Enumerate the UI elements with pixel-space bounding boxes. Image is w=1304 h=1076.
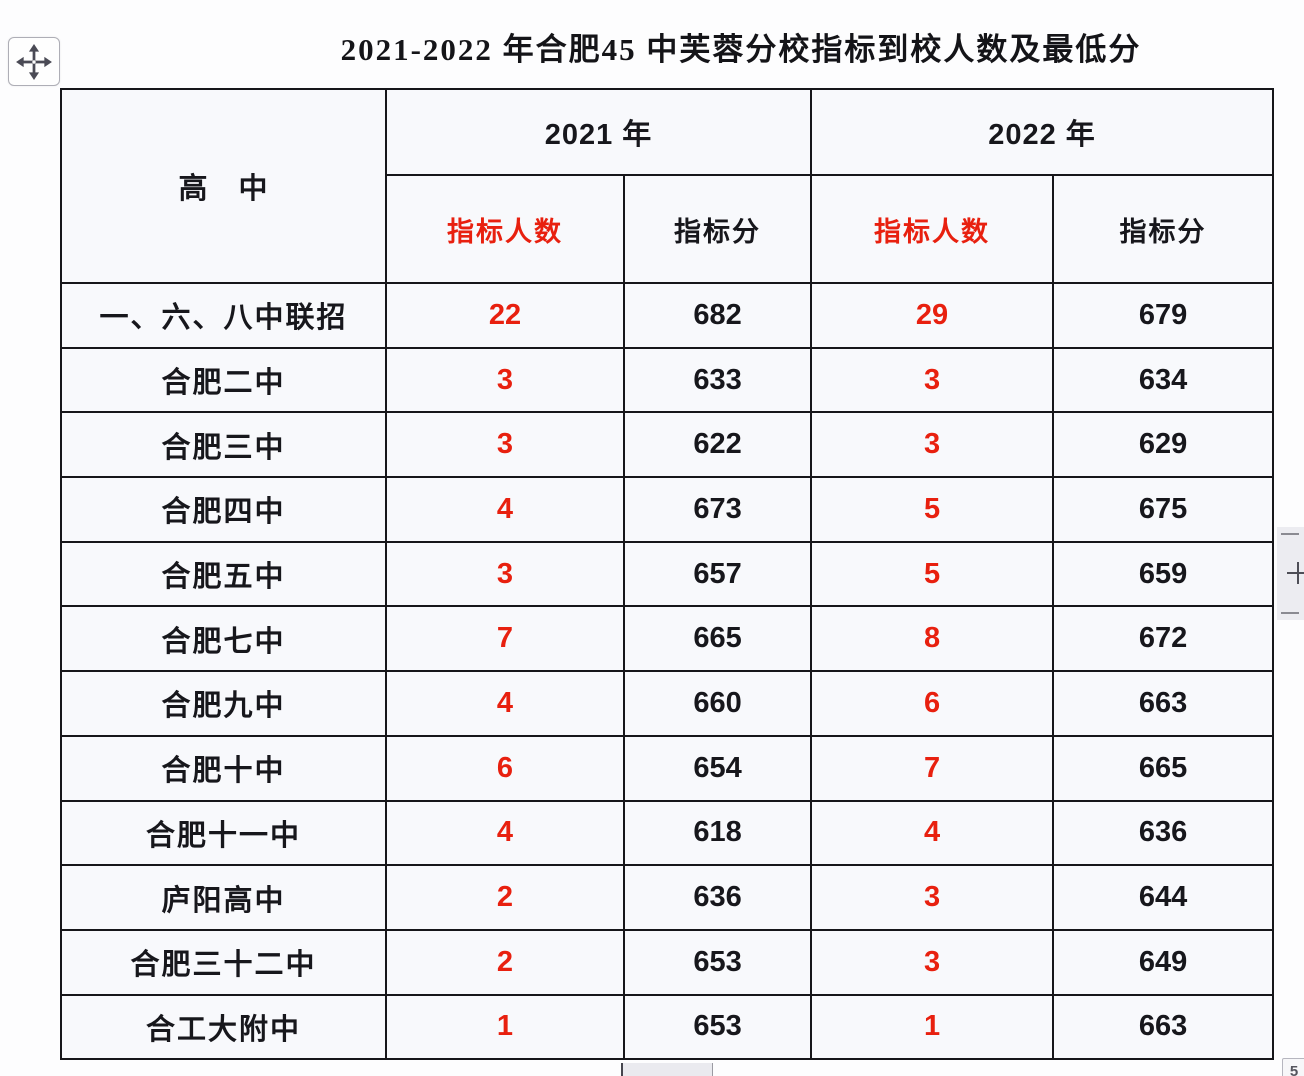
score-2022-cell: 634 (1052, 346, 1275, 414)
count-2021-cell: 4 (385, 476, 625, 543)
table-body: 一、六、八中联招 22 682 29 679 合肥二中 3 633 3 634 合肥三中 3 622 3 6… (60, 282, 1275, 1061)
table-row: 合肥三中 3 622 3 629 (60, 411, 1275, 479)
table-row: 合肥五中 3 657 5 659 (60, 540, 1275, 608)
school-cell: 合肥五中 (60, 540, 387, 608)
count-2021-cell: 3 (385, 411, 625, 479)
count-2021-cell: 6 (385, 734, 625, 802)
count-2022-cell: 1 (810, 993, 1055, 1061)
count-2022-cell: 8 (810, 605, 1055, 673)
school-cell: 合肥二中 (60, 346, 387, 414)
score-2021-cell: 622 (622, 411, 813, 479)
score-2022-cell: 636 (1052, 799, 1275, 867)
count-2021-cell: 2 (385, 864, 625, 931)
header-year-2022: 2022 年 (810, 88, 1275, 176)
page-title: 2021-2022 年合肥45 中芙蓉分校指标到校人数及最低分 (340, 32, 1142, 67)
score-2022-cell: 629 (1052, 411, 1275, 479)
score-2021-cell: 665 (622, 605, 813, 673)
count-2021-cell: 4 (385, 670, 625, 737)
count-2022-cell: 29 (810, 282, 1055, 349)
scrollbar-top-line (1281, 533, 1299, 535)
score-2022-cell: 665 (1052, 734, 1275, 802)
corner-glyph: 5 (1289, 1063, 1299, 1076)
table-row: 合肥七中 7 665 8 672 (60, 605, 1275, 673)
count-2021-cell: 7 (385, 605, 625, 673)
school-cell: 合肥三十二中 (60, 928, 387, 996)
score-2021-cell: 636 (622, 864, 813, 931)
count-2021-cell: 3 (385, 346, 625, 414)
score-2021-cell: 633 (622, 346, 813, 414)
score-2022-cell: 675 (1052, 476, 1275, 543)
count-2022-cell: 3 (810, 346, 1055, 414)
header-score-2022: 指标分 (1052, 174, 1275, 284)
count-2021-cell: 3 (385, 540, 625, 608)
count-2021-cell: 1 (385, 993, 625, 1061)
count-2022-cell: 6 (810, 670, 1055, 737)
score-2022-cell: 644 (1052, 864, 1275, 931)
count-2022-cell: 3 (810, 411, 1055, 479)
score-2021-cell: 657 (622, 540, 813, 608)
count-2022-cell: 3 (810, 864, 1055, 931)
count-2021-cell: 22 (385, 282, 625, 349)
score-table: 高 中 2021 年 2022 年 指标人数 指标分 指标人数 指标分 一、六、… (60, 88, 1275, 1061)
school-cell: 合肥十一中 (60, 799, 387, 867)
count-2021-cell: 2 (385, 928, 625, 996)
school-cell: 合肥九中 (60, 670, 387, 737)
score-2021-cell: 653 (622, 928, 813, 996)
table-row: 一、六、八中联招 22 682 29 679 (60, 282, 1275, 349)
school-cell: 合肥三中 (60, 411, 387, 479)
score-2022-cell: 649 (1052, 928, 1275, 996)
table-row: 合工大附中 1 653 1 663 (60, 993, 1275, 1061)
table-row: 合肥十一中 4 618 4 636 (60, 799, 1275, 867)
header-score-2021: 指标分 (622, 174, 813, 284)
score-2022-cell: 679 (1052, 282, 1275, 349)
table-row: 合肥九中 4 660 6 663 (60, 670, 1275, 737)
header-count-2021: 指标人数 (385, 174, 625, 284)
count-2022-cell: 5 (810, 476, 1055, 543)
table-row: 合肥二中 3 633 3 634 (60, 346, 1275, 414)
score-2022-cell: 663 (1052, 993, 1275, 1061)
table-row: 合肥四中 4 673 5 675 (60, 476, 1275, 543)
score-2021-cell: 682 (622, 282, 813, 349)
table-row: 庐阳高中 2 636 3 644 (60, 864, 1275, 931)
school-cell: 一、六、八中联招 (60, 282, 387, 349)
count-2021-cell: 4 (385, 799, 625, 867)
count-2022-cell: 5 (810, 540, 1055, 608)
score-2022-cell: 659 (1052, 540, 1275, 608)
score-2021-cell: 654 (622, 734, 813, 802)
score-2021-cell: 673 (622, 476, 813, 543)
count-2022-cell: 3 (810, 928, 1055, 996)
school-cell: 合肥七中 (60, 605, 387, 673)
school-cell: 庐阳高中 (60, 864, 387, 931)
score-2021-cell: 618 (622, 799, 813, 867)
move-cross-arrows-icon (16, 43, 52, 80)
header-count-2022: 指标人数 (810, 174, 1055, 284)
score-2021-cell: 660 (622, 670, 813, 737)
table-row: 合肥十中 6 654 7 665 (60, 734, 1275, 802)
table-move-handle[interactable] (8, 37, 60, 86)
year-header-row: 高 中 2021 年 2022 年 (60, 88, 1275, 284)
score-2022-cell: 663 (1052, 670, 1275, 737)
score-2022-cell: 672 (1052, 605, 1275, 673)
header-school: 高 中 (60, 88, 387, 284)
score-2021-cell: 653 (622, 993, 813, 1061)
next-row-sliver (621, 1063, 713, 1076)
school-cell: 合工大附中 (60, 993, 387, 1061)
count-2022-cell: 4 (810, 799, 1055, 867)
scrollbar-bottom-line (1281, 612, 1299, 614)
table-row: 合肥三十二中 2 653 3 649 (60, 928, 1275, 996)
bottom-right-fragment[interactable]: 5 (1282, 1058, 1304, 1076)
vertical-scrollbar-fragment[interactable] (1277, 527, 1304, 620)
school-cell: 合肥四中 (60, 476, 387, 543)
header-year-2021: 2021 年 (384, 88, 813, 176)
sub-header-row: 指标人数 指标分 指标人数 指标分 (61, 174, 1275, 284)
count-2022-cell: 7 (810, 734, 1055, 802)
school-cell: 合肥十中 (60, 734, 387, 802)
plus-icon (1287, 562, 1304, 584)
